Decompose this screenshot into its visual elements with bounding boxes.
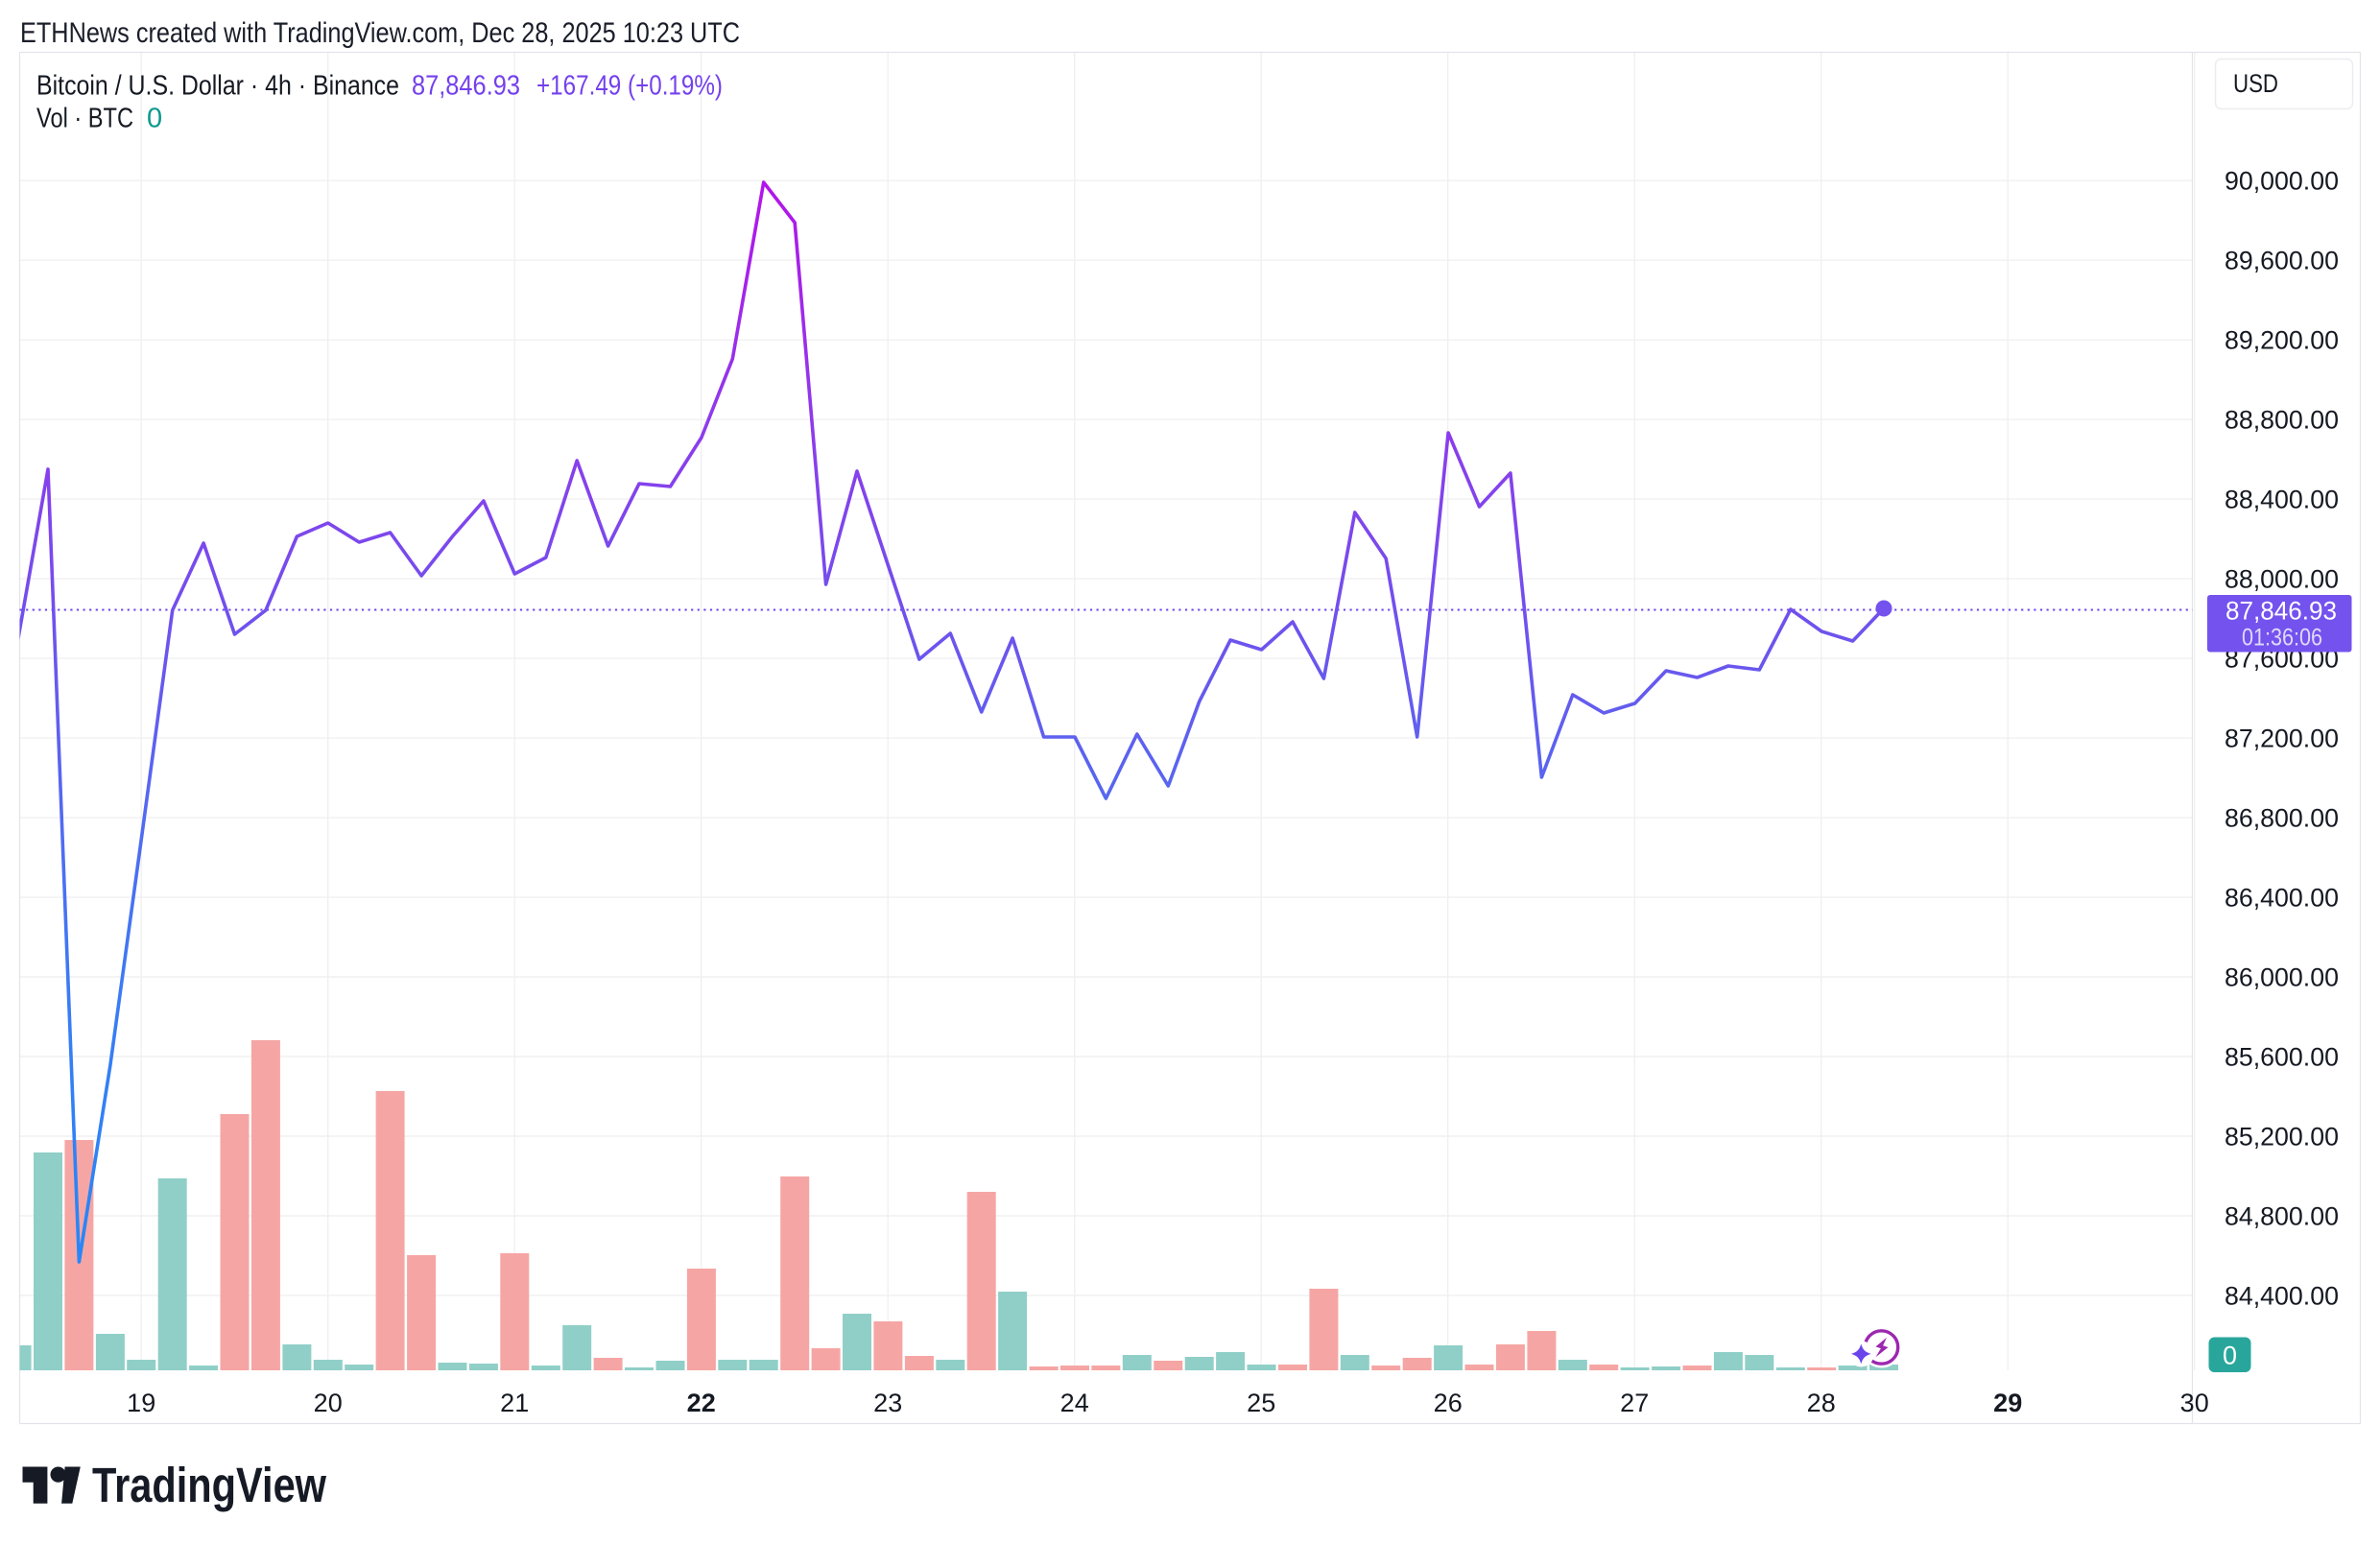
svg-text:USD: USD (2233, 69, 2278, 98)
svg-text:90,000.00: 90,000.00 (2225, 167, 2339, 196)
svg-text:ETHNews created with TradingVi: ETHNews created with TradingView.com, De… (20, 17, 740, 49)
svg-text:86,000.00: 86,000.00 (2225, 963, 2339, 992)
svg-text:28: 28 (1807, 1389, 1836, 1417)
svg-text:88,400.00: 88,400.00 (2225, 486, 2339, 514)
svg-text:88,000.00: 88,000.00 (2225, 565, 2339, 594)
svg-text:0: 0 (147, 104, 162, 134)
svg-text:30: 30 (2180, 1389, 2209, 1417)
svg-text:25: 25 (1247, 1389, 1275, 1417)
svg-text:89,200.00: 89,200.00 (2225, 326, 2339, 355)
svg-text:24: 24 (1060, 1389, 1089, 1417)
svg-text:01:36:06: 01:36:06 (2242, 625, 2322, 652)
svg-text:19: 19 (127, 1389, 155, 1417)
svg-text:29: 29 (1993, 1389, 2022, 1417)
svg-text:Vol · BTC: Vol · BTC (36, 104, 133, 134)
svg-text:20: 20 (314, 1389, 343, 1417)
svg-text:85,200.00: 85,200.00 (2225, 1123, 2339, 1152)
svg-text:22: 22 (687, 1389, 716, 1417)
svg-text:23: 23 (873, 1389, 902, 1417)
svg-text:87,200.00: 87,200.00 (2225, 724, 2339, 753)
svg-text:Bitcoin / U.S. Dollar · 4h · B: Bitcoin / U.S. Dollar · 4h · Binance (36, 71, 399, 102)
svg-text:89,600.00: 89,600.00 (2225, 247, 2339, 275)
svg-text:86,400.00: 86,400.00 (2225, 884, 2339, 913)
svg-text:84,800.00: 84,800.00 (2225, 1202, 2339, 1231)
svg-text:87,846.93: 87,846.93 (2225, 597, 2337, 626)
svg-text:84,400.00: 84,400.00 (2225, 1282, 2339, 1311)
svg-text:+167.49 (+0.19%): +167.49 (+0.19%) (536, 71, 723, 102)
svg-text:0: 0 (2223, 1342, 2237, 1370)
svg-text:TradingView: TradingView (92, 1458, 326, 1512)
svg-text:87,846.93: 87,846.93 (412, 71, 520, 102)
svg-text:27: 27 (1620, 1389, 1649, 1417)
svg-text:86,800.00: 86,800.00 (2225, 804, 2339, 833)
svg-text:21: 21 (500, 1389, 529, 1417)
svg-text:85,600.00: 85,600.00 (2225, 1043, 2339, 1072)
svg-text:88,800.00: 88,800.00 (2225, 406, 2339, 435)
svg-text:26: 26 (1434, 1389, 1463, 1417)
